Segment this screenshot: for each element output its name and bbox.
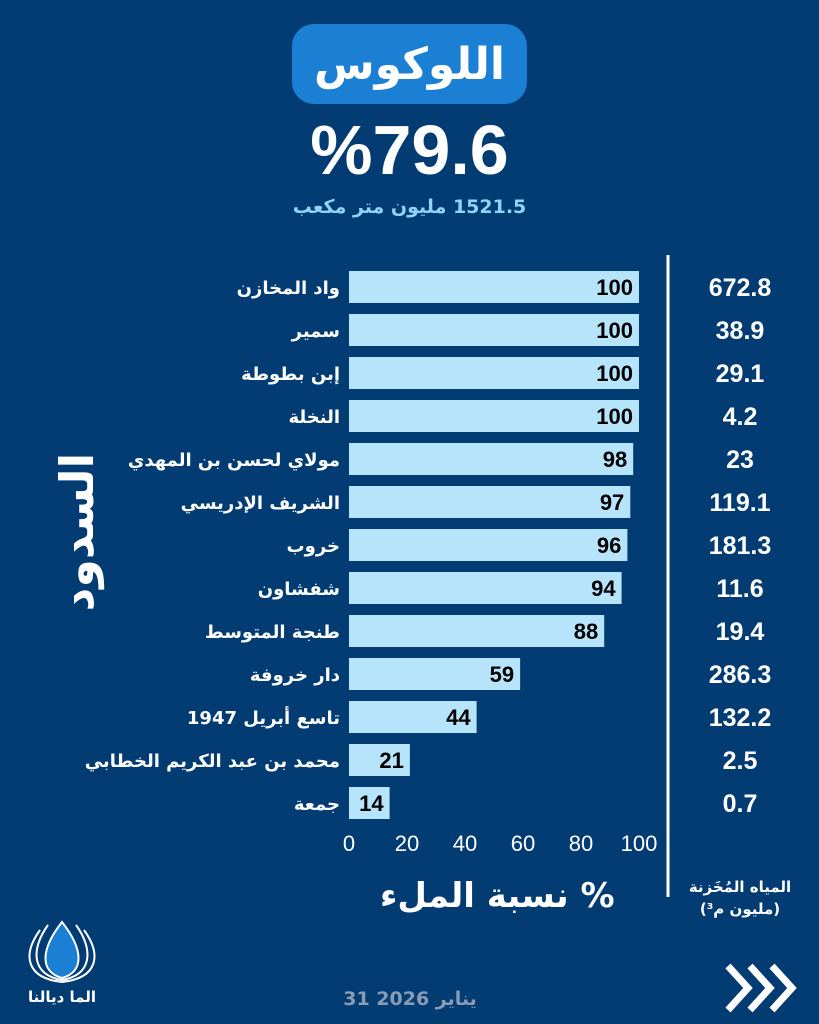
stored-volume-total: 1521.5 مليون متر مكعب bbox=[292, 196, 527, 218]
stored-volume-value: 23 bbox=[726, 446, 754, 474]
dam-name-label: تاسع أبريل 1947 bbox=[187, 706, 340, 729]
fill-percentage: %79.6 bbox=[310, 111, 509, 189]
bar-value-label: 98 bbox=[603, 447, 627, 472]
dam-name-label: الشريف الإدريسي bbox=[181, 493, 340, 514]
stored-volume-header-line1: المياه المُخَزنة bbox=[688, 878, 792, 896]
stored-volume-header-unit: (مليون م³) bbox=[699, 900, 781, 918]
bar bbox=[349, 443, 634, 475]
bar bbox=[349, 572, 622, 604]
date: 31 يناير 2026 bbox=[343, 988, 477, 1010]
stored-volume-value: 4.2 bbox=[723, 403, 758, 431]
stored-volume-value: 286.3 bbox=[709, 661, 772, 689]
x-tick-label: 100 bbox=[621, 831, 658, 856]
x-axis-title: نسبة الملء % bbox=[380, 876, 615, 916]
bar bbox=[349, 658, 521, 690]
dam-name-label: مولاي لحسن بن المهدي bbox=[128, 450, 340, 471]
bar bbox=[349, 357, 639, 389]
x-tick-label: 60 bbox=[511, 831, 535, 856]
stored-volume-value: 19.4 bbox=[716, 618, 765, 646]
x-tick-label: 0 bbox=[343, 831, 355, 856]
bar-value-label: 100 bbox=[596, 361, 633, 386]
bar bbox=[349, 271, 639, 303]
logo-text: الما ديالنا bbox=[27, 988, 97, 1006]
stored-volume-value: 119.1 bbox=[709, 489, 770, 517]
bar bbox=[349, 701, 477, 733]
bar-value-label: 100 bbox=[596, 318, 633, 343]
bar bbox=[349, 486, 631, 518]
dam-name-label: شفشاون bbox=[258, 579, 340, 600]
bar-value-label: 97 bbox=[600, 490, 624, 515]
dam-name-label: محمد بن عبد الكريم الخطابي bbox=[85, 751, 340, 772]
dam-name-label: سمير bbox=[291, 321, 340, 342]
stored-volume-header: المياه المُخَزنة (مليون م³) bbox=[680, 876, 800, 920]
bar bbox=[349, 787, 390, 819]
bar-value-label: 59 bbox=[490, 662, 514, 687]
dam-name-label: دار خروفة bbox=[250, 665, 340, 686]
bar-value-label: 14 bbox=[359, 791, 384, 816]
bar-value-label: 100 bbox=[596, 404, 633, 429]
bar-value-label: 94 bbox=[591, 576, 616, 601]
bar bbox=[349, 529, 628, 561]
bar bbox=[349, 744, 410, 776]
stored-volume-value: 0.7 bbox=[723, 790, 758, 818]
bar-value-label: 88 bbox=[574, 619, 598, 644]
dam-name-label: إبن بطوطة bbox=[241, 364, 340, 385]
stored-volume-value: 672.8 bbox=[709, 274, 772, 302]
x-tick-label: 80 bbox=[569, 831, 593, 856]
dam-name-label: خروب bbox=[287, 536, 340, 557]
bar-value-label: 100 bbox=[596, 275, 633, 300]
bar bbox=[349, 314, 639, 346]
dam-name-label: النخلة bbox=[288, 407, 340, 428]
x-tick-label: 20 bbox=[395, 831, 419, 856]
bar-value-label: 44 bbox=[446, 705, 471, 730]
stored-volume-value: 2.5 bbox=[723, 747, 758, 775]
stored-volume-value: 132.2 bbox=[709, 704, 772, 732]
dam-name-label: جمعة bbox=[294, 794, 340, 815]
dam-name-label: واد المخازن bbox=[237, 278, 340, 299]
bar bbox=[349, 615, 605, 647]
dam-basin-title: اللوكوس bbox=[292, 24, 527, 104]
x-tick-label: 40 bbox=[453, 831, 477, 856]
bar-value-label: 21 bbox=[379, 748, 403, 773]
stored-volume-value: 29.1 bbox=[716, 360, 765, 388]
bar-value-label: 96 bbox=[597, 533, 621, 558]
stored-volume-value: 181.3 bbox=[709, 532, 772, 560]
bar bbox=[349, 400, 639, 432]
stored-volume-value: 38.9 bbox=[716, 317, 765, 345]
stored-volume-value: 11.6 bbox=[716, 575, 763, 603]
dam-name-label: طنجة المتوسط bbox=[205, 622, 340, 643]
